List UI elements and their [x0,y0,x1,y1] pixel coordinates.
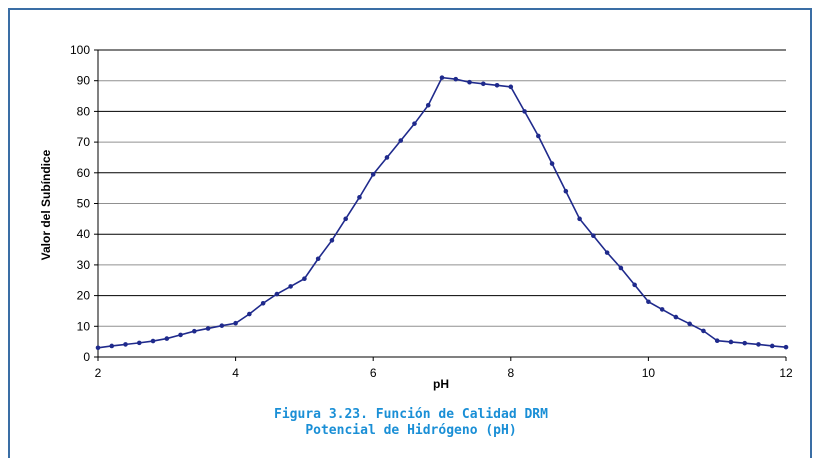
data-point [563,188,569,194]
data-point [123,342,128,347]
data-point [632,282,637,288]
data-point [522,109,527,114]
x-tick-label-10: 10 [642,366,656,380]
data-point [398,138,404,143]
data-point [687,321,692,327]
data-point [95,345,101,351]
data-point [370,172,376,177]
data-point [384,155,390,160]
data-point [425,102,431,108]
data-point [329,238,335,243]
x-tick-label-4: 4 [232,366,239,380]
y-tick-label-100: 100 [70,43,90,57]
data-point [646,299,651,305]
y-axis-label: Valor del Subíndice [39,149,53,260]
x-tick-label-12: 12 [779,366,793,380]
data-point [412,121,417,126]
x-axis-label: pH [433,377,449,391]
data-point [618,265,624,271]
data-point [343,216,348,222]
x-tick-label-2: 2 [95,366,102,380]
y-tick-label-70: 70 [77,135,91,149]
y-tick-label-30: 30 [77,258,91,272]
data-point [577,216,582,222]
data-point [302,276,307,282]
x-tick-labels: 2 4 6 8 10 12 [95,366,793,380]
data-point [288,284,293,289]
data-point [673,314,679,320]
data-point [756,342,761,347]
data-point [549,161,555,166]
data-point [109,343,115,349]
data-point [192,328,197,334]
data-point [742,340,748,346]
data-point [701,328,706,334]
data-point [178,332,183,338]
data-point [439,75,445,80]
y-tick-label-90: 90 [77,74,91,88]
data-point [453,76,459,82]
data-point [783,344,789,350]
data-point [247,311,252,317]
data-point [659,307,665,312]
data-point [591,233,596,239]
data-point [357,195,362,200]
y-tick-label-10: 10 [77,319,91,333]
data-point [769,343,775,349]
series-line-0 [97,76,787,349]
data-point [508,84,514,90]
y-tick-label-80: 80 [77,104,91,118]
data-point [467,79,472,85]
y-tick-label-50: 50 [77,197,91,211]
data-point [260,300,266,306]
data-point [480,81,486,87]
y-tick-label-20: 20 [77,289,91,303]
data-point [274,291,280,297]
y-tick-label-40: 40 [77,227,91,241]
y-tick-label-60: 60 [77,166,91,180]
data-point [494,83,500,88]
x-tick-label-6: 6 [370,366,377,380]
series [95,75,789,351]
axes [97,50,787,361]
data-point [233,320,238,326]
data-point [205,326,211,331]
data-point [714,338,720,344]
figure-frame [8,8,812,458]
caption-line-2: Potencial de Hidrógeno (pH) [305,423,517,438]
data-point [150,338,156,344]
data-point [604,250,610,255]
data-point [219,323,225,328]
y-tick-labels: 0 10 20 30 40 50 60 70 80 90 100 [70,43,90,364]
x-tick-label-8: 8 [507,366,514,380]
y-tick-label-0: 0 [83,350,90,364]
data-point [728,339,734,345]
data-point [315,256,321,262]
data-point [164,336,170,341]
data-point [136,340,142,346]
gridlines [94,49,786,358]
data-point [536,133,541,139]
caption-line-1: Figura 3.23. Función de Calidad DRM [274,407,548,422]
